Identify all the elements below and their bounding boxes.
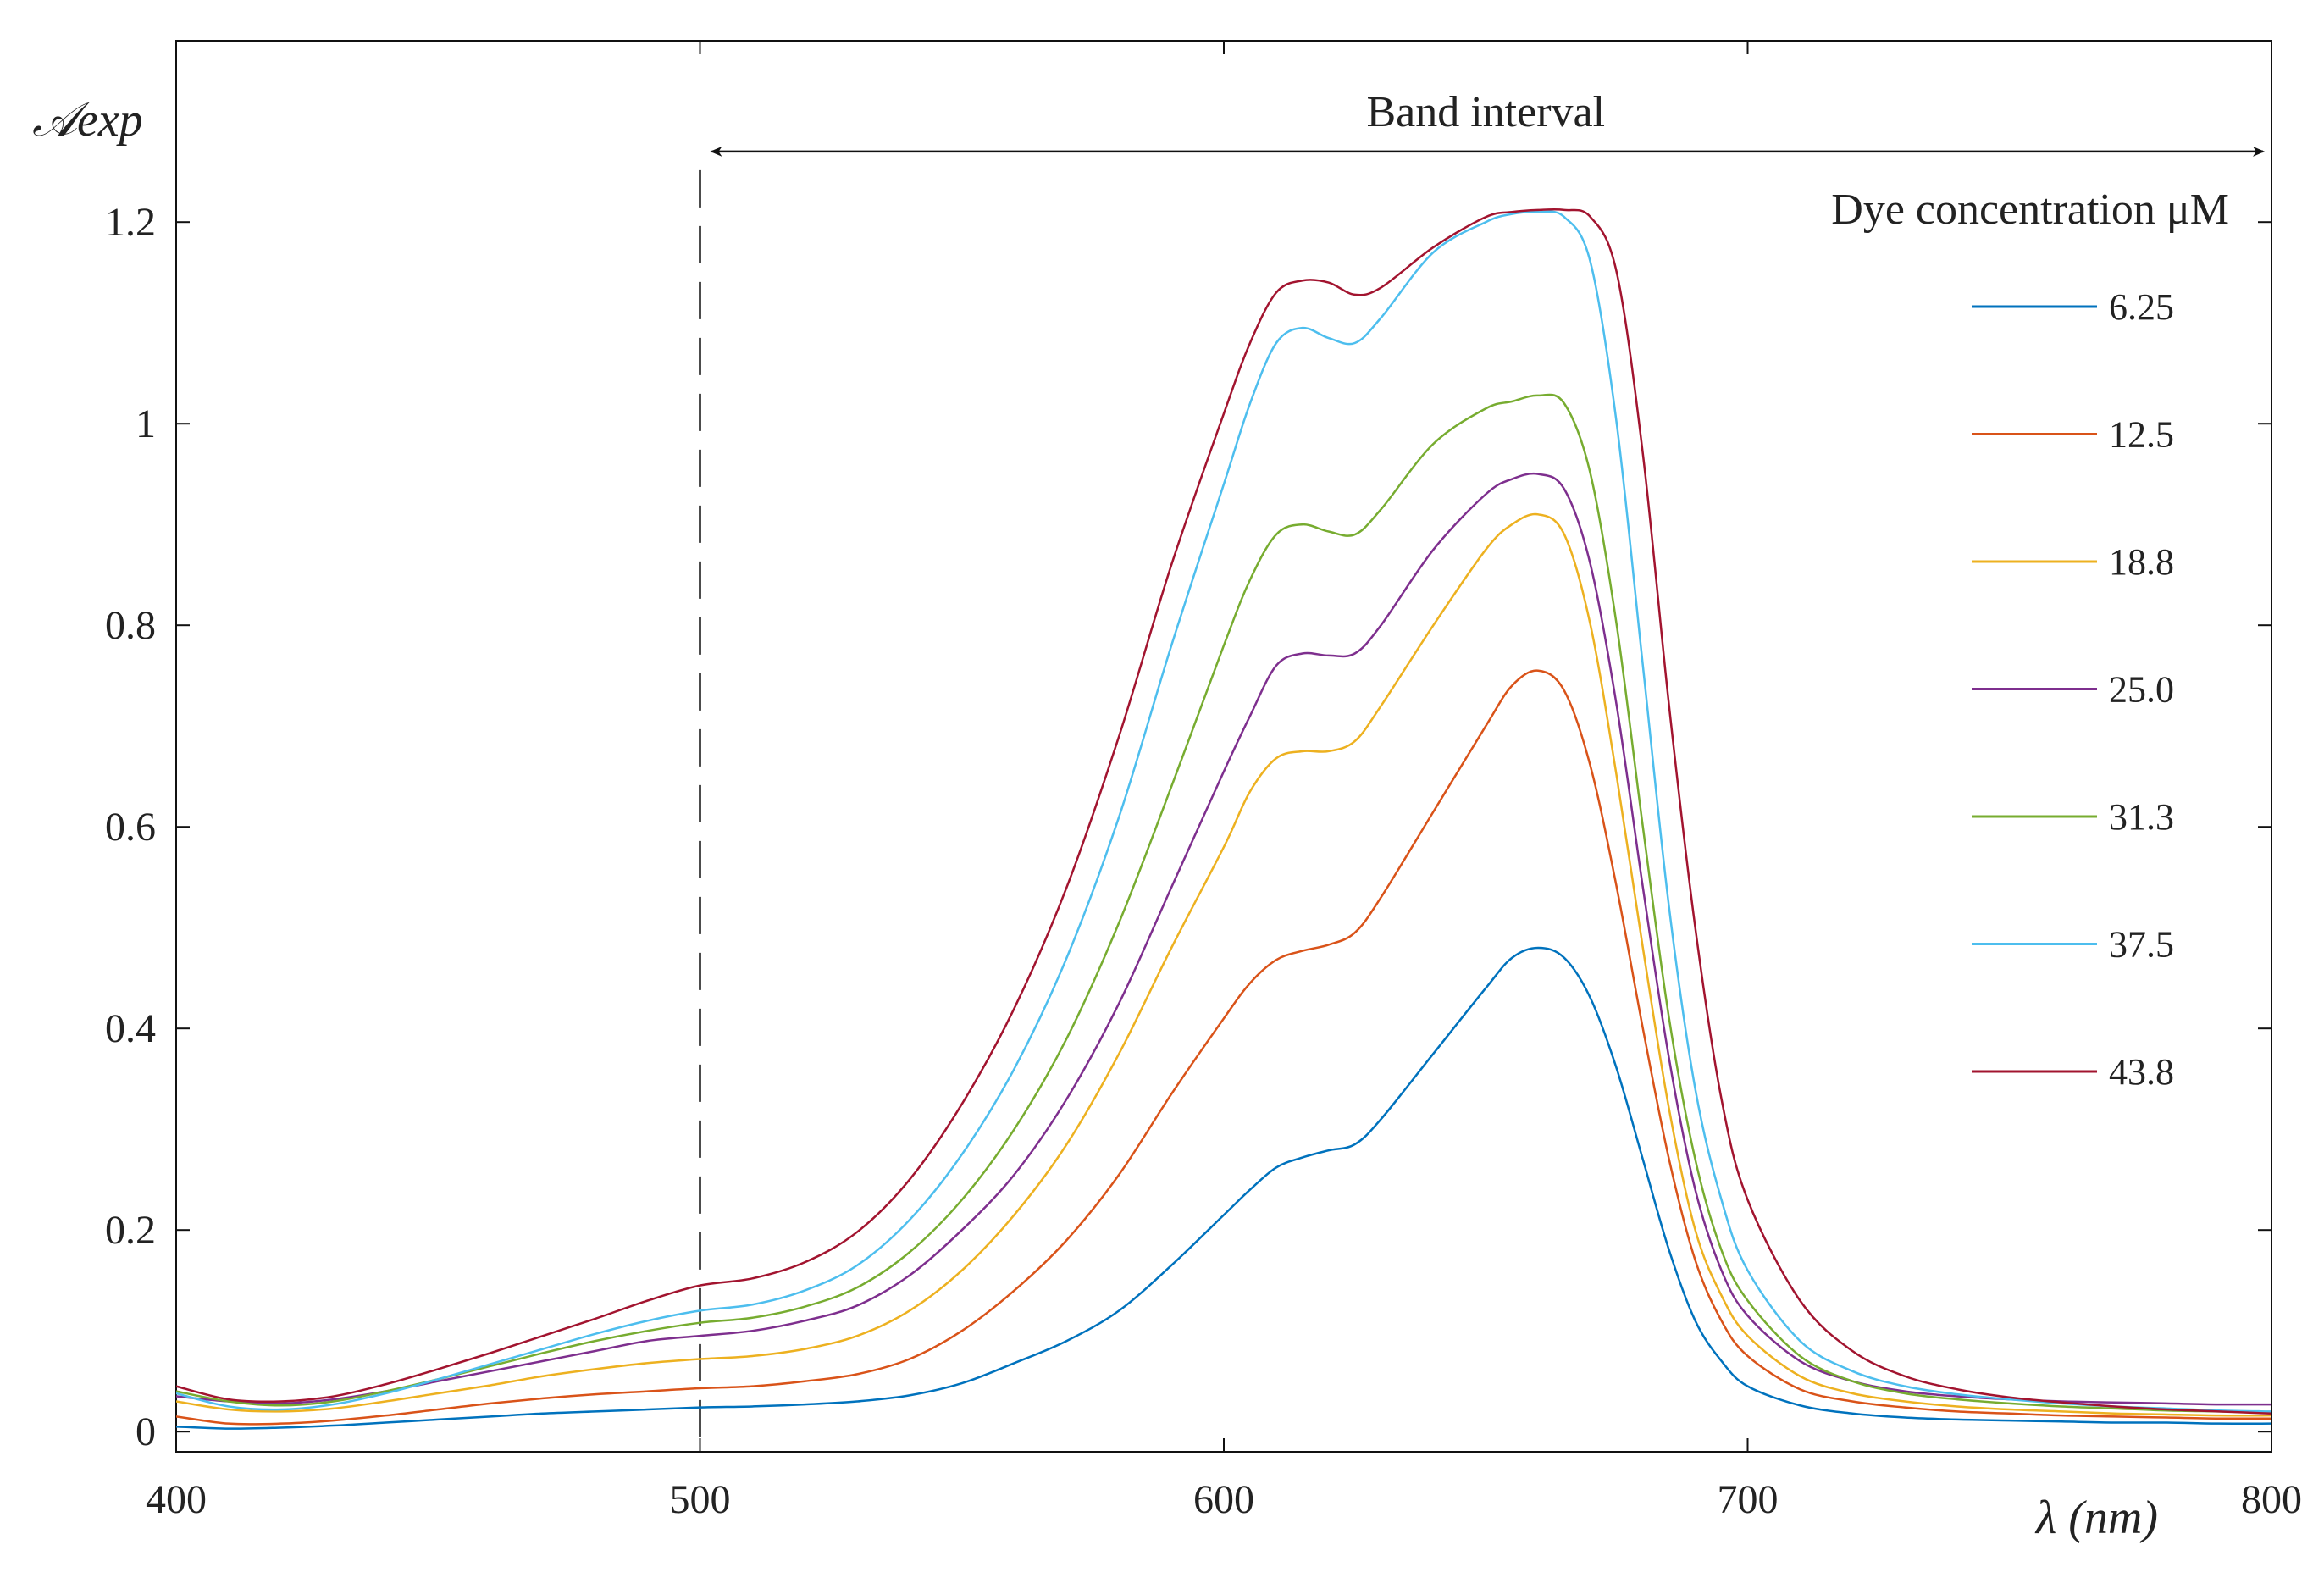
- y-tick-label: 0.8: [105, 603, 156, 648]
- series-lines: [176, 208, 2271, 1430]
- series-line-18.8: [176, 512, 2271, 1417]
- axis-tick-labels: 400 500 600 700 800 0 0.2 0.4 0.6 0.8 1 1.2: [105, 200, 2302, 1522]
- y-tick-label: 1: [136, 401, 156, 446]
- legend-title: Dye concentration μM: [1831, 185, 2229, 234]
- y-tick-label: 0.6: [105, 805, 156, 850]
- legend-label-6.25: 6.25: [2109, 286, 2174, 328]
- y-axis-label: 𝒜exp: [32, 94, 143, 147]
- x-tick-label: 800: [2241, 1477, 2302, 1522]
- x-tick-label: 500: [670, 1477, 731, 1522]
- legend-label-18.8: 18.8: [2109, 541, 2174, 583]
- legend-label-37.5: 37.5: [2109, 924, 2174, 966]
- series-line-37.5: [176, 210, 2271, 1413]
- series-line-31.3: [176, 393, 2271, 1414]
- y-tick-label: 1.2: [105, 200, 156, 245]
- axis-ticks: [175, 41, 2272, 1452]
- y-tick-label: 0.2: [105, 1208, 156, 1253]
- legend: 6.25 12.5 18.8 25.0 31.3 37.5 43.8: [1972, 286, 2174, 1093]
- series-line-6.25: [176, 946, 2271, 1430]
- legend-label-43.8: 43.8: [2109, 1051, 2174, 1093]
- x-tick-label: 600: [1193, 1477, 1254, 1522]
- x-tick-label: 400: [146, 1477, 207, 1522]
- y-tick-label: 0: [136, 1409, 156, 1454]
- legend-label-12.5: 12.5: [2109, 414, 2174, 456]
- x-axis-label: λ (nm): [2034, 1492, 2158, 1544]
- y-tick-label: 0.4: [105, 1006, 156, 1051]
- series-line-43.8: [176, 208, 2271, 1415]
- series-line-25.0: [176, 472, 2271, 1406]
- x-tick-label: 700: [1718, 1477, 1779, 1522]
- band-interval-label: Band interval: [1366, 88, 1605, 136]
- series-line-12.5: [176, 669, 2271, 1426]
- plot-area: [175, 40, 2272, 1453]
- legend-label-31.3: 31.3: [2109, 796, 2174, 838]
- legend-label-25.0: 25.0: [2109, 669, 2174, 711]
